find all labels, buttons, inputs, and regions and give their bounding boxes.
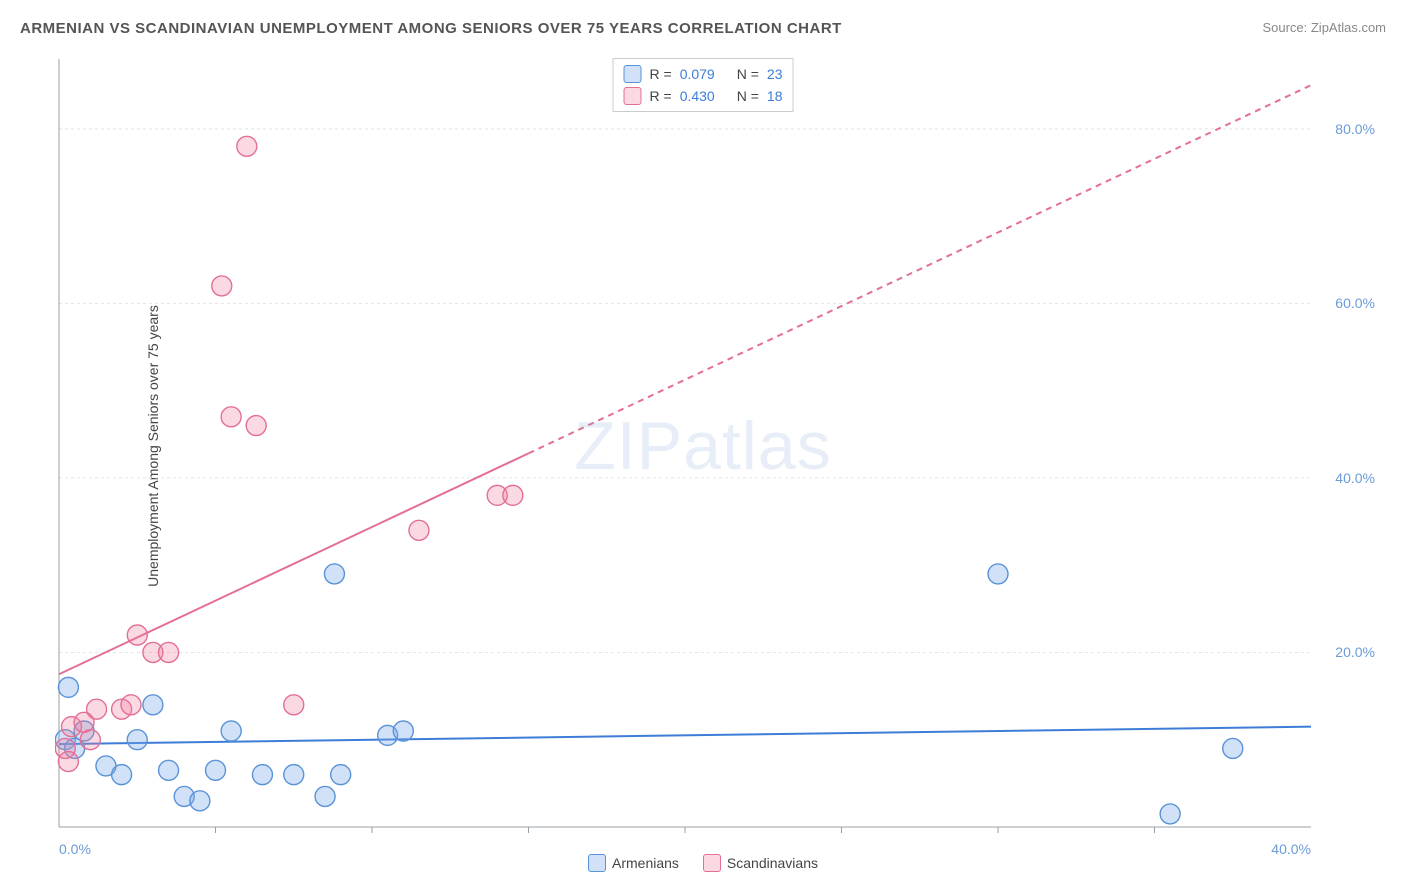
- series-legend-item: Armenians: [588, 854, 679, 872]
- series-legend-item: Scandinavians: [703, 854, 818, 872]
- legend-swatch: [624, 65, 642, 83]
- correlation-legend-row: R = 0.079 N = 23: [624, 63, 783, 85]
- y-tick-label: 20.0%: [1335, 644, 1375, 660]
- x-tick-label: 40.0%: [1271, 841, 1311, 857]
- legend-swatch: [624, 87, 642, 105]
- n-value: 23: [767, 66, 783, 82]
- x-tick-label: 0.0%: [59, 841, 91, 857]
- correlation-legend: R = 0.079 N = 23 R = 0.430 N = 18: [613, 58, 794, 112]
- correlation-legend-row: R = 0.430 N = 18: [624, 85, 783, 107]
- y-tick-label: 80.0%: [1335, 121, 1375, 137]
- chart-title: ARMENIAN VS SCANDINAVIAN UNEMPLOYMENT AM…: [20, 20, 842, 37]
- n-value: 18: [767, 88, 783, 104]
- series-legend-label: Scandinavians: [727, 855, 818, 871]
- n-label: N =: [737, 88, 759, 104]
- scatter-plot: [55, 55, 1381, 837]
- r-label: R =: [650, 66, 672, 82]
- chart-area: 20.0%40.0%60.0%80.0%0.0%40.0%: [55, 55, 1381, 837]
- n-label: N =: [737, 66, 759, 82]
- y-tick-label: 40.0%: [1335, 470, 1375, 486]
- source-attribution: Source: ZipAtlas.com: [1262, 20, 1386, 35]
- series-legend-label: Armenians: [612, 855, 679, 871]
- y-tick-label: 60.0%: [1335, 295, 1375, 311]
- r-value: 0.430: [680, 88, 715, 104]
- legend-swatch: [588, 854, 606, 872]
- series-legend: Armenians Scandinavians: [588, 854, 818, 872]
- r-value: 0.079: [680, 66, 715, 82]
- r-label: R =: [650, 88, 672, 104]
- legend-swatch: [703, 854, 721, 872]
